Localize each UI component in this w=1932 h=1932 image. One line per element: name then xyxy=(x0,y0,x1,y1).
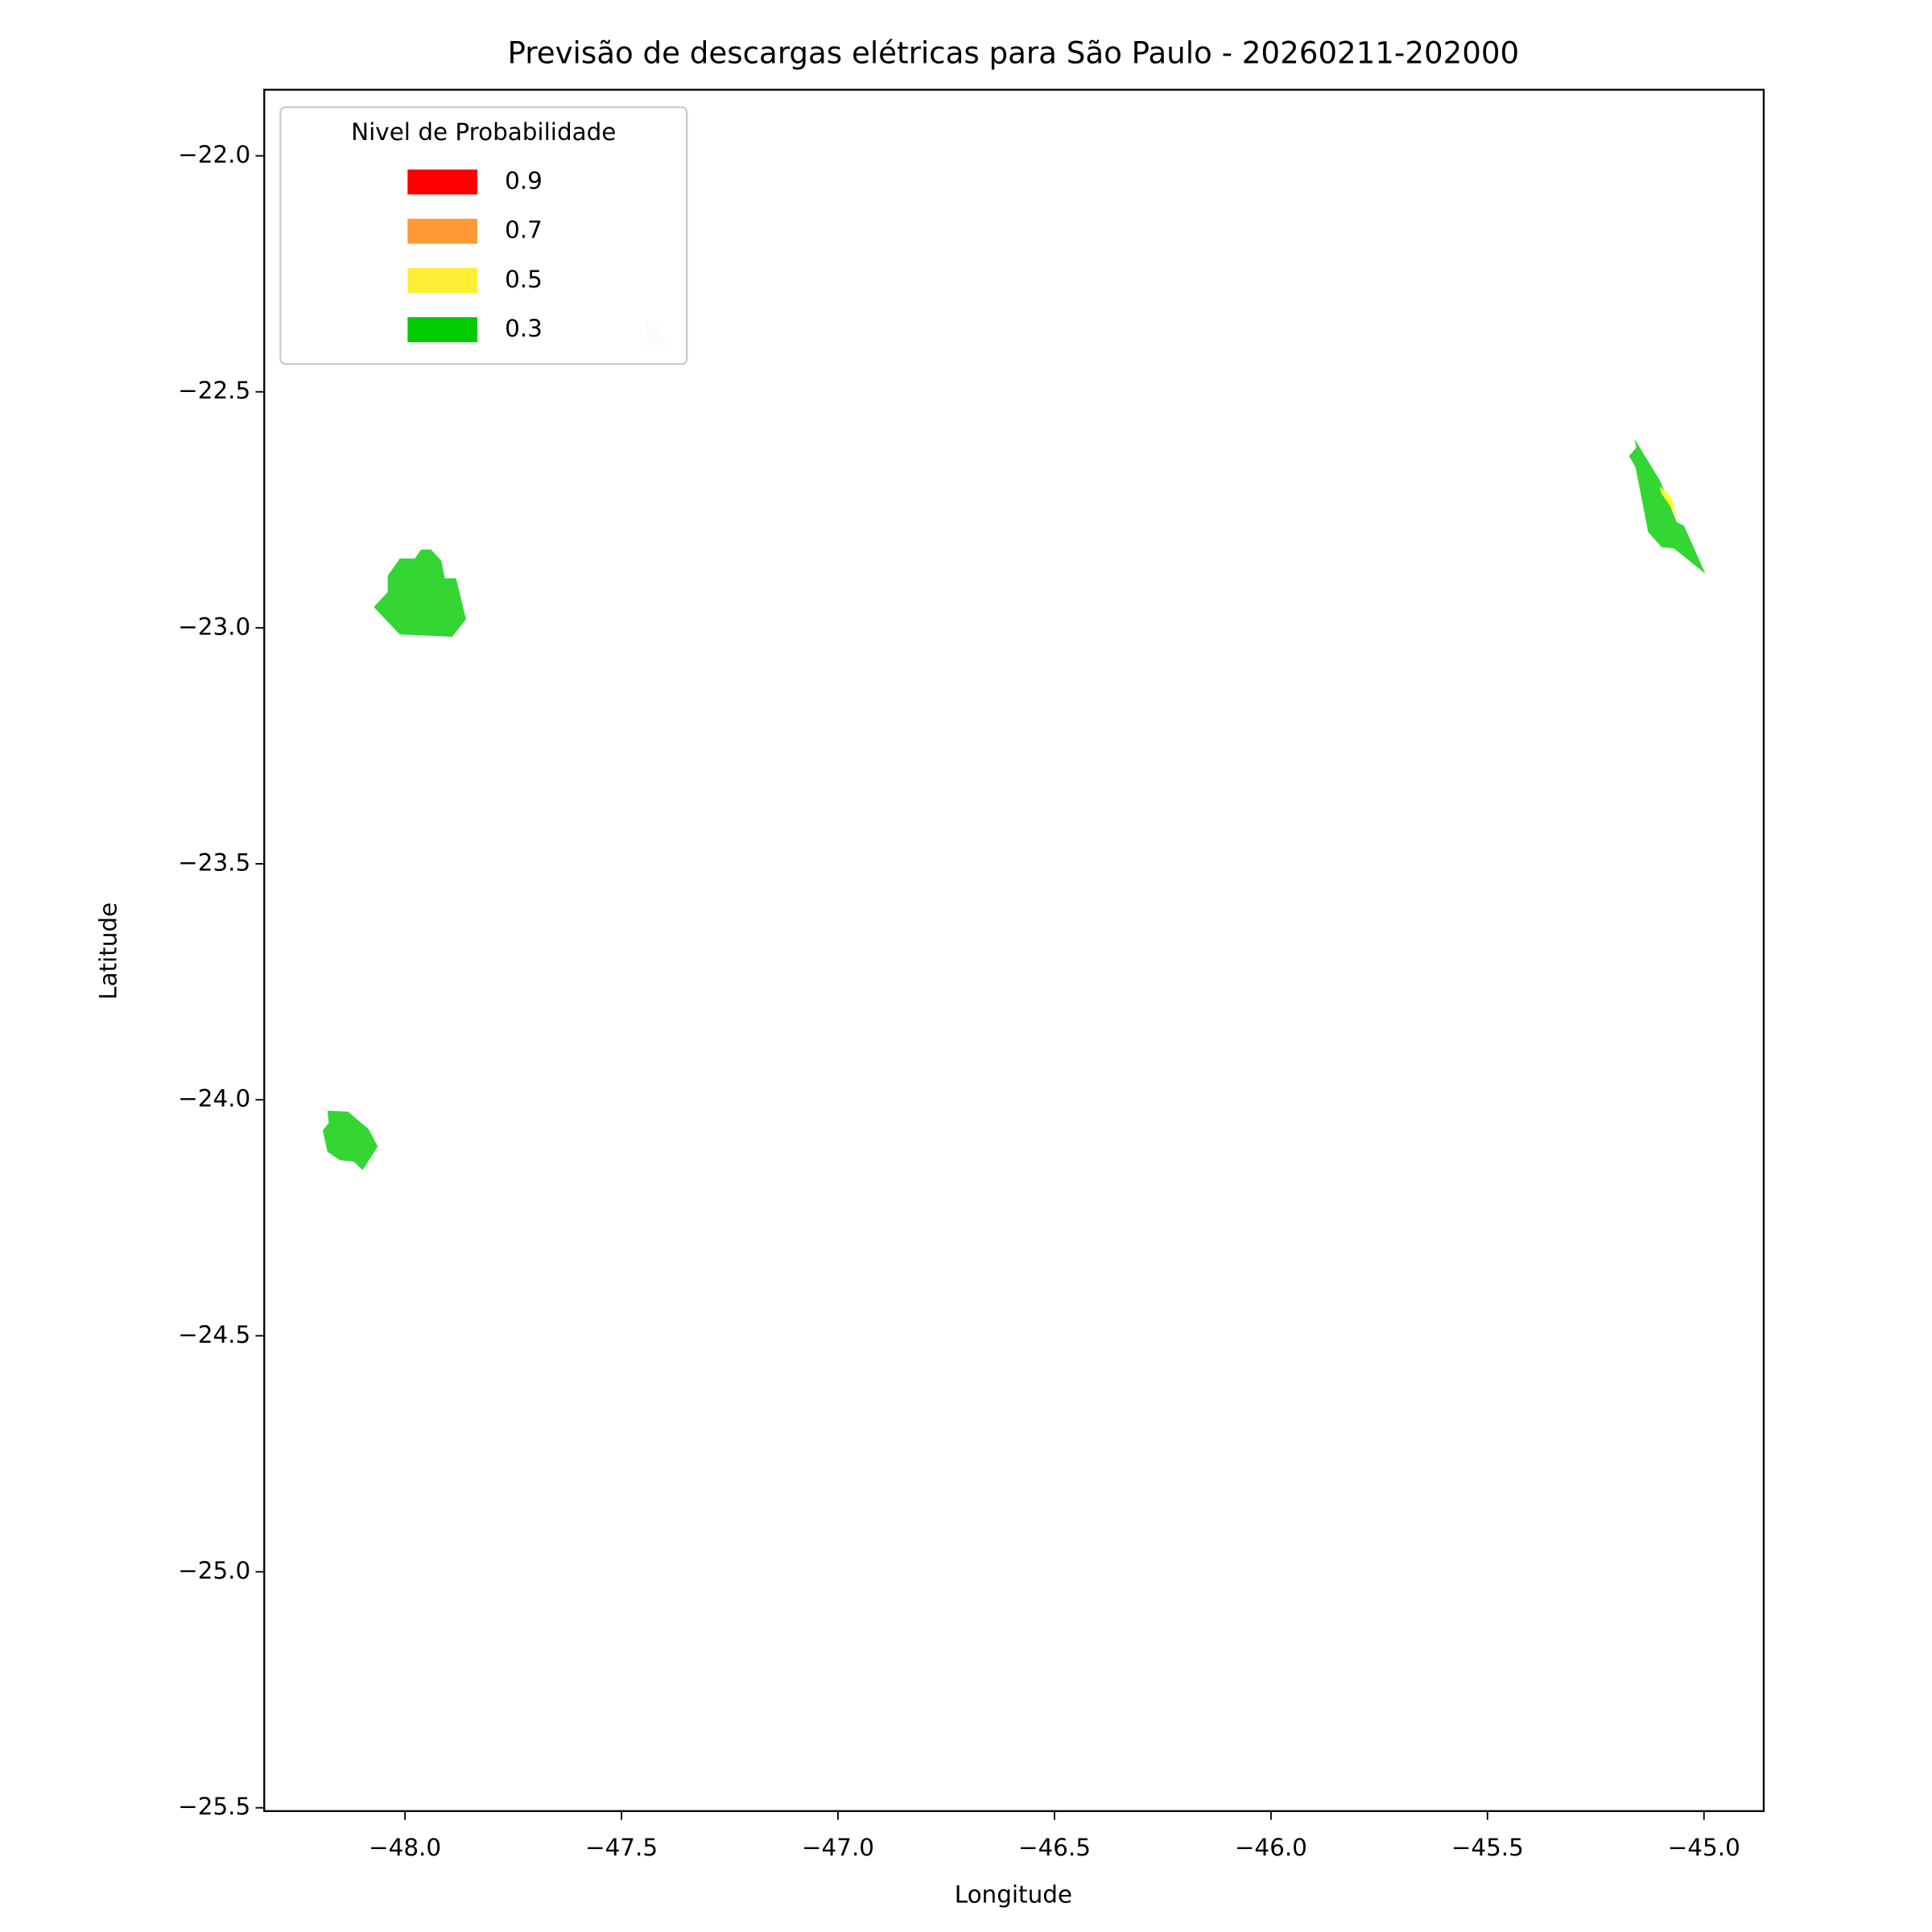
y-tick-label: −25.5 xyxy=(178,1793,250,1820)
legend-box xyxy=(279,106,688,365)
probability-area xyxy=(1659,485,1681,522)
x-tick-label: −45.5 xyxy=(1451,1834,1524,1861)
legend-title: Nivel de Probabilidade xyxy=(351,118,616,146)
legend-swatch xyxy=(407,218,478,244)
y-axis-label: Latitude xyxy=(95,902,122,1000)
y-tick-label: −24.0 xyxy=(178,1085,250,1113)
y-tick-label: −23.5 xyxy=(178,849,250,877)
probability-area xyxy=(1629,438,1706,574)
y-tick-label: −24.5 xyxy=(178,1321,250,1348)
plot-frame xyxy=(263,89,1765,1812)
legend-label: 0.3 xyxy=(505,315,543,342)
x-tick-label: −48.0 xyxy=(369,1834,441,1861)
x-tick-label: −46.5 xyxy=(1018,1834,1091,1861)
chart-title: Previsão de descargas elétricas para São… xyxy=(508,36,1520,71)
x-tick-label: −47.0 xyxy=(802,1834,874,1861)
legend-swatch xyxy=(407,169,478,195)
x-tick-label: −45.0 xyxy=(1668,1834,1740,1861)
x-tick-label: −47.5 xyxy=(585,1834,658,1861)
y-tick-label: −25.0 xyxy=(178,1557,250,1584)
y-tick-label: −22.5 xyxy=(178,377,250,404)
legend-label: 0.7 xyxy=(505,217,543,244)
y-tick-label: −23.0 xyxy=(178,613,250,640)
legend-label: 0.9 xyxy=(505,167,543,195)
y-tick-label: −22.0 xyxy=(178,141,250,168)
x-axis-label: Longitude xyxy=(955,1881,1072,1909)
x-tick-label: −46.0 xyxy=(1235,1834,1307,1861)
legend-label: 0.5 xyxy=(505,266,543,293)
legend-swatch xyxy=(407,267,478,293)
probability-area xyxy=(322,1110,378,1170)
legend-swatch xyxy=(407,317,478,343)
probability-area xyxy=(374,549,466,638)
